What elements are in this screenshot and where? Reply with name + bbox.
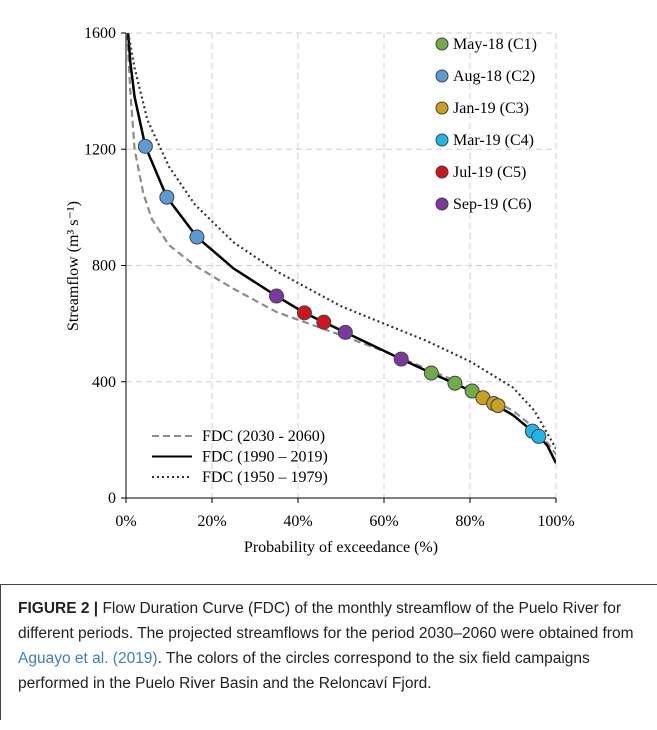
y-tick-label: 800 bbox=[92, 258, 116, 275]
y-tick-label: 1200 bbox=[84, 141, 116, 158]
x-tick-label: 20% bbox=[197, 513, 226, 530]
y-axis-label: Streamflow (m³ s⁻¹) bbox=[65, 201, 82, 331]
y-tick-label: 1600 bbox=[84, 25, 116, 42]
x-tick-label: 100% bbox=[537, 513, 574, 530]
campaign-point bbox=[189, 229, 205, 245]
y-tick-label: 400 bbox=[92, 374, 116, 391]
chart: Probability of exceedance (%) Streamflow… bbox=[65, 25, 575, 556]
x-tick-label: 60% bbox=[369, 513, 398, 530]
legend-marker bbox=[435, 101, 449, 115]
legend-marker bbox=[435, 69, 449, 83]
legend-label: Jan-19 (C3) bbox=[453, 100, 529, 117]
campaign-point bbox=[137, 138, 153, 154]
campaign-point bbox=[490, 398, 506, 414]
caption-rule bbox=[0, 584, 657, 585]
legend-label: FDC (1990 – 2019) bbox=[202, 449, 328, 466]
caption: FIGURE 2 | Flow Duration Curve (FDC) of … bbox=[18, 596, 643, 696]
legend-label: FDC (1950 – 1979) bbox=[202, 469, 328, 486]
campaign-point bbox=[316, 314, 332, 330]
x-tick-label: 40% bbox=[283, 513, 312, 530]
campaign-point bbox=[393, 351, 409, 367]
campaign-point bbox=[447, 375, 463, 391]
legend-label: Sep-19 (C6) bbox=[453, 196, 532, 213]
caption-link[interactable]: Aguayo et al. (2019) bbox=[18, 650, 158, 667]
campaign-point bbox=[464, 383, 480, 399]
legend-label: Aug-18 (C2) bbox=[453, 68, 535, 85]
legend-label: FDC (2030 - 2060) bbox=[202, 428, 325, 445]
campaign-point bbox=[159, 189, 175, 205]
legend-marker bbox=[435, 197, 449, 211]
legend-marker bbox=[435, 165, 449, 179]
caption-label: FIGURE 2 | bbox=[18, 600, 99, 617]
campaign-point bbox=[269, 288, 284, 304]
legend-marker bbox=[435, 133, 449, 147]
legend-label: Mar-19 (C4) bbox=[453, 132, 534, 149]
caption-text: . The colors of the circles correspond t… bbox=[18, 650, 590, 692]
campaign-point bbox=[531, 428, 547, 444]
campaign-point bbox=[423, 365, 439, 381]
legend-label: May-18 (C1) bbox=[453, 36, 537, 53]
caption-rule bbox=[0, 585, 1, 720]
legend-label: Jul-19 (C5) bbox=[453, 164, 526, 181]
legend-marker bbox=[435, 37, 449, 51]
campaign-point bbox=[296, 305, 312, 321]
y-tick-label: 0 bbox=[108, 490, 116, 507]
fdc-line bbox=[126, 33, 556, 456]
x-tick-label: 0% bbox=[115, 513, 136, 530]
x-tick-label: 80% bbox=[455, 513, 484, 530]
caption-text: Flow Duration Curve (FDC) of the monthly… bbox=[18, 600, 634, 642]
x-axis-label: Probability of exceedance (%) bbox=[244, 539, 438, 556]
campaign-point bbox=[337, 324, 353, 340]
